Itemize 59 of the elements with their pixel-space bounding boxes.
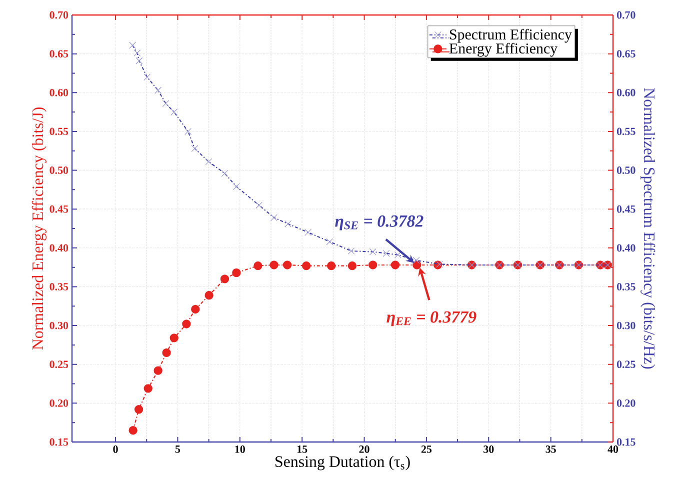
y2-tick-label: 0.55 xyxy=(616,128,636,136)
point xyxy=(144,384,152,393)
x-tick-label: 30 xyxy=(484,446,494,453)
x-tick-label: 25 xyxy=(421,446,432,453)
point xyxy=(282,260,292,270)
x-tick-label: 15 xyxy=(297,446,308,453)
point xyxy=(232,268,241,278)
point xyxy=(326,261,336,270)
y-tick-label: 0.35 xyxy=(50,283,68,290)
point xyxy=(270,260,278,270)
point xyxy=(128,426,138,435)
y-tick-label: 0.30 xyxy=(50,322,68,330)
point xyxy=(368,260,378,270)
y2-tick-label: 0.45 xyxy=(616,205,636,213)
point xyxy=(302,261,311,270)
y-tick-label: 0.40 xyxy=(50,244,68,252)
annotation: η$_{SE}$ = 0.3782 xyxy=(335,215,424,230)
y2-tick-label: 0.65 xyxy=(616,50,636,58)
y-tick-label: 0.15 xyxy=(50,438,68,446)
point xyxy=(204,290,214,300)
point xyxy=(220,274,230,284)
y2-tick-label: 0.70 xyxy=(616,11,636,19)
point xyxy=(254,261,262,270)
y2-tick-label: 0.25 xyxy=(616,360,636,368)
legend-label: Energy Efficiency xyxy=(449,42,558,57)
y2-tick-label: 0.15 xyxy=(616,438,636,446)
y2-tick-label: 0.20 xyxy=(616,399,636,407)
point xyxy=(390,260,400,270)
point xyxy=(191,304,200,314)
y2-axis-title: Normalized Spectrum Efficiency (bits/s/Hz) xyxy=(640,88,656,369)
y-tick-label: 0.20 xyxy=(50,399,68,407)
point xyxy=(182,320,191,328)
annotation: η$_{EE}$ = 0.3779 xyxy=(386,311,476,326)
y-tick-label: 0.60 xyxy=(50,88,68,96)
y-tick-label: 0.70 xyxy=(50,11,68,19)
x-axis-title: Sensing Dutation (τ$_{s}$) xyxy=(276,456,410,470)
y-tick-label: 0.50 xyxy=(50,166,68,174)
x-tick-label: 20 xyxy=(359,446,370,453)
point xyxy=(348,261,357,270)
y-tick-label: 0.45 xyxy=(50,205,68,213)
y-tick-label: 0.65 xyxy=(50,50,68,58)
x-tick-label: 0 xyxy=(113,446,118,453)
point xyxy=(134,405,144,414)
x-tick-label: 5 xyxy=(175,446,180,453)
y2-tick-label: 0.60 xyxy=(616,88,636,96)
x-tick-label: 35 xyxy=(546,446,556,453)
y-axis-title: Normalized Energy Efficiency (bits/J) xyxy=(32,108,46,350)
y2-tick-label: 0.35 xyxy=(616,283,636,290)
y-tick-label: 0.25 xyxy=(50,360,68,368)
point xyxy=(162,348,171,358)
y-tick-label: 0.55 xyxy=(50,128,68,136)
y2-tick-label: 0.50 xyxy=(616,166,636,174)
point xyxy=(154,366,162,375)
point xyxy=(170,334,178,342)
y2-tick-label: 0.40 xyxy=(616,244,636,252)
legend-label: Spectrum Efficiency xyxy=(450,28,572,43)
x-tick-label: 10 xyxy=(235,446,245,453)
x-tick-label: 40 xyxy=(608,446,618,453)
y2-tick-label: 0.30 xyxy=(616,322,636,330)
